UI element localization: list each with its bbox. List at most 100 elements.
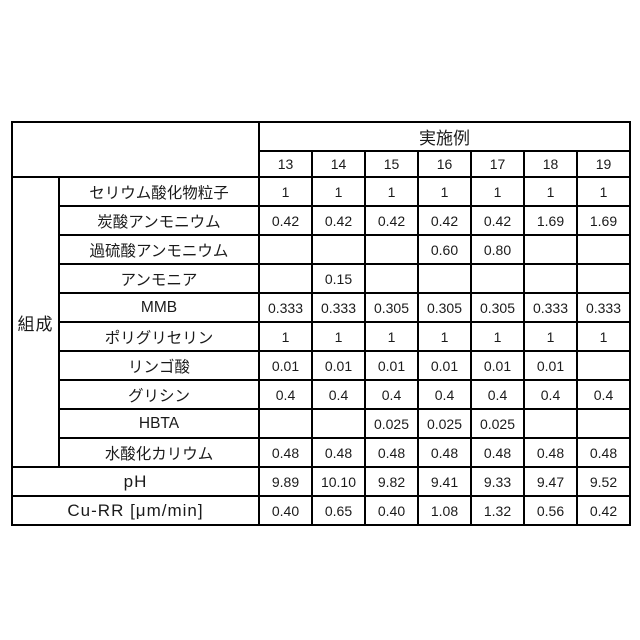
value-cell: 0.42 <box>470 205 525 236</box>
value-cell <box>311 408 366 439</box>
summary-row-label: pH <box>11 466 260 497</box>
value-cell: 1 <box>258 321 313 352</box>
value-cell: 0.42 <box>417 205 472 236</box>
table-row: リンゴ酸 0.01 0.01 0.01 0.01 0.01 0.01 <box>12 350 631 381</box>
value-cell: 0.42 <box>364 205 419 236</box>
row-label: 水酸化カリウム <box>58 437 260 468</box>
value-cell: 1 <box>311 321 366 352</box>
column-number: 15 <box>364 150 419 178</box>
value-cell: 9.82 <box>364 466 419 497</box>
row-label: グリシン <box>58 379 260 410</box>
table-row: 炭酸アンモニウム 0.42 0.42 0.42 0.42 0.42 1.69 1.69 <box>12 205 631 236</box>
value-cell: 0.01 <box>417 350 472 381</box>
value-cell: 0.65 <box>311 495 366 526</box>
value-cell: 9.89 <box>258 466 313 497</box>
value-cell: 0.333 <box>311 292 366 323</box>
value-cell: 1 <box>311 176 366 207</box>
table-row: 過硫酸アンモニウム 0.60 0.80 <box>12 234 631 265</box>
value-cell: 9.33 <box>470 466 525 497</box>
value-cell: 0.305 <box>417 292 472 323</box>
value-cell: 1 <box>576 321 631 352</box>
column-number: 19 <box>576 150 631 178</box>
value-cell: 1.69 <box>576 205 631 236</box>
table-row: 水酸化カリウム 0.48 0.48 0.48 0.48 0.48 0.48 0.48 <box>12 437 631 468</box>
value-cell: 0.48 <box>576 437 631 468</box>
value-cell: 0.025 <box>470 408 525 439</box>
row-label: アンモニア <box>58 263 260 294</box>
table-row: 組成 セリウム酸化物粒子 1 1 1 1 1 1 1 <box>11 176 631 468</box>
table-body: 実施例 13 14 15 16 17 18 19 組成 セリウム酸化物粒子 1 1 1 1… <box>11 121 631 526</box>
value-cell: 0.4 <box>417 379 472 410</box>
row-label: 炭酸アンモニウム <box>58 205 260 236</box>
value-cell: 1 <box>364 176 419 207</box>
value-cell: 1 <box>576 176 631 207</box>
value-cell: 1.69 <box>523 205 578 236</box>
composition-table: 実施例 13 14 15 16 17 18 19 組成 セリウム酸化物粒子 1 1 1 1… <box>11 121 631 526</box>
value-cell: 0.4 <box>258 379 313 410</box>
value-cell <box>258 408 313 439</box>
table-row: Cu-RR [μm/min] 0.40 0.65 0.40 1.08 1.32 0.56 0.… <box>11 495 631 526</box>
value-cell: 0.42 <box>311 205 366 236</box>
value-cell: 0.4 <box>523 379 578 410</box>
row-label: ポリグリセリン <box>58 321 260 352</box>
row-label: セリウム酸化物粒子 <box>58 176 260 207</box>
value-cell <box>470 263 525 294</box>
value-cell: 0.42 <box>258 205 313 236</box>
table-row: アンモニア 0.15 <box>12 263 631 294</box>
row-label: MMB <box>58 292 260 323</box>
value-cell: 10.10 <box>311 466 366 497</box>
value-cell <box>576 408 631 439</box>
value-cell <box>364 234 419 265</box>
value-cell: 0.42 <box>576 495 631 526</box>
value-cell: 0.01 <box>523 350 578 381</box>
value-cell: 0.80 <box>470 234 525 265</box>
table-row: pH 9.89 10.10 9.82 9.41 9.33 9.47 9.52 <box>11 466 631 497</box>
value-cell: 0.40 <box>364 495 419 526</box>
table-row: グリシン 0.4 0.4 0.4 0.4 0.4 0.4 0.4 <box>12 379 631 410</box>
row-label: リンゴ酸 <box>58 350 260 381</box>
value-cell: 0.01 <box>364 350 419 381</box>
value-cell: 1.08 <box>417 495 472 526</box>
value-cell: 1 <box>523 176 578 207</box>
value-cell: 0.025 <box>364 408 419 439</box>
composition-group-label: 組成 <box>11 176 60 468</box>
value-cell: 1 <box>523 321 578 352</box>
header-row-group: 実施例 <box>11 121 631 178</box>
column-number: 17 <box>470 150 525 178</box>
value-cell: 0.56 <box>523 495 578 526</box>
column-number: 18 <box>523 150 578 178</box>
value-cell: 1 <box>470 321 525 352</box>
value-cell <box>576 350 631 381</box>
value-cell: 0.48 <box>258 437 313 468</box>
value-cell <box>364 263 419 294</box>
table-row: MMB 0.333 0.333 0.305 0.305 0.305 0.333 0.333 <box>12 292 631 323</box>
value-cell: 9.47 <box>523 466 578 497</box>
value-cell: 9.52 <box>576 466 631 497</box>
value-cell: 0.333 <box>523 292 578 323</box>
value-cell <box>258 234 313 265</box>
row-label: 過硫酸アンモニウム <box>58 234 260 265</box>
examples-header: 実施例 <box>258 121 631 152</box>
value-cell: 1.32 <box>470 495 525 526</box>
value-cell: 0.4 <box>364 379 419 410</box>
value-cell: 9.41 <box>417 466 472 497</box>
value-cell: 1 <box>364 321 419 352</box>
value-cell <box>523 234 578 265</box>
value-cell <box>258 263 313 294</box>
header-row-numbers: 13 14 15 16 17 18 19 <box>12 150 631 178</box>
value-cell <box>311 234 366 265</box>
column-number: 13 <box>258 150 313 178</box>
corner-blank-cell <box>11 121 260 178</box>
value-cell <box>417 263 472 294</box>
column-number: 16 <box>417 150 472 178</box>
value-cell: 0.025 <box>417 408 472 439</box>
value-cell <box>523 263 578 294</box>
value-cell: 0.4 <box>311 379 366 410</box>
value-cell: 0.305 <box>364 292 419 323</box>
value-cell: 0.4 <box>470 379 525 410</box>
value-cell: 1 <box>417 321 472 352</box>
value-cell: 0.4 <box>576 379 631 410</box>
value-cell: 1 <box>417 176 472 207</box>
value-cell: 0.48 <box>417 437 472 468</box>
